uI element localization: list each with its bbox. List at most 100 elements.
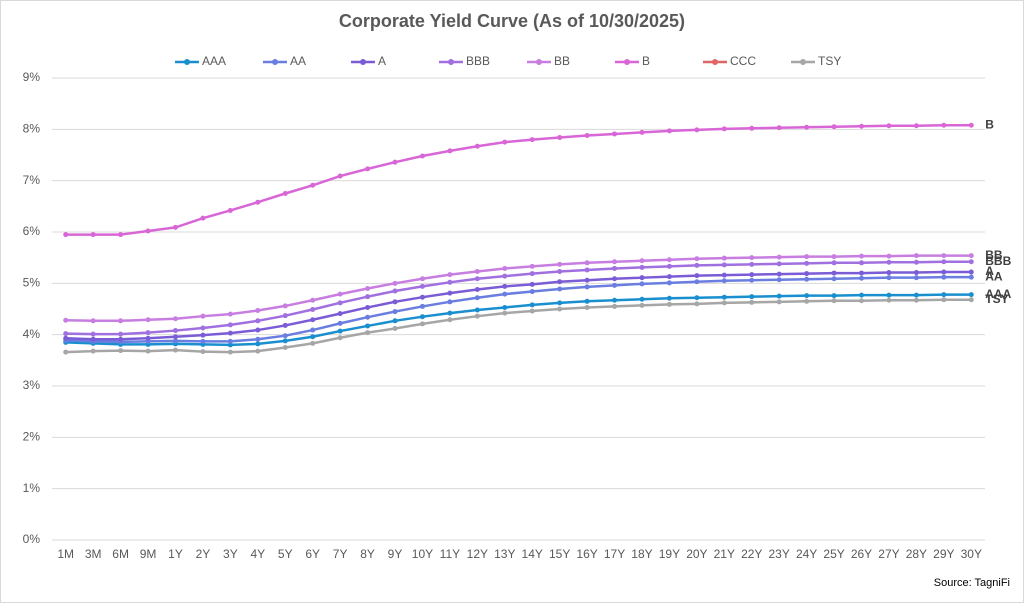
- point: [913, 123, 919, 129]
- point: [255, 341, 261, 347]
- point: [63, 232, 69, 238]
- x-tick-label: 4Y: [250, 547, 265, 561]
- legend-label: A: [378, 54, 386, 68]
- point: [90, 348, 96, 354]
- point: [612, 259, 618, 265]
- point: [831, 254, 837, 260]
- point: [804, 124, 810, 130]
- x-tick-label: 19Y: [659, 547, 680, 561]
- point: [392, 288, 398, 294]
- legend-marker: [360, 59, 366, 65]
- point: [474, 269, 480, 275]
- end-label: AAA: [985, 287, 1011, 301]
- point: [721, 272, 727, 278]
- point: [282, 338, 288, 344]
- x-tick-label: 22Y: [741, 547, 762, 561]
- point: [447, 310, 453, 316]
- x-tick-label: 2Y: [196, 547, 211, 561]
- point: [694, 295, 700, 301]
- point: [886, 297, 892, 303]
- point: [255, 318, 261, 324]
- point: [310, 334, 316, 340]
- point: [776, 125, 782, 131]
- x-tick-label: 11Y: [440, 547, 460, 561]
- point: [694, 273, 700, 279]
- x-tick-label: 17Y: [604, 547, 625, 561]
- x-tick-label: 5Y: [278, 547, 293, 561]
- point: [666, 128, 672, 134]
- point: [145, 330, 151, 336]
- x-tick-label: 10Y: [412, 547, 433, 561]
- y-tick-label: 7%: [23, 173, 41, 187]
- point: [502, 139, 508, 145]
- point: [282, 333, 288, 339]
- point: [365, 330, 371, 336]
- point: [63, 317, 69, 323]
- end-label: TSY: [985, 292, 1008, 306]
- point: [886, 292, 892, 298]
- point: [941, 269, 947, 275]
- point: [172, 328, 178, 334]
- point: [474, 295, 480, 301]
- point: [639, 264, 645, 270]
- point: [886, 259, 892, 265]
- point: [282, 191, 288, 196]
- point: [666, 301, 672, 307]
- x-tick-label: 6M: [112, 547, 129, 561]
- x-tick-label: 3Y: [223, 547, 238, 561]
- point: [859, 253, 865, 259]
- point: [968, 274, 974, 280]
- point: [749, 277, 755, 283]
- legend-label: BBB: [466, 54, 490, 68]
- y-tick-label: 8%: [23, 122, 41, 136]
- point: [529, 281, 535, 287]
- point: [337, 173, 343, 179]
- point: [612, 276, 618, 282]
- point: [831, 293, 837, 299]
- legend-label: B: [642, 54, 650, 68]
- point: [255, 327, 261, 333]
- point: [941, 253, 947, 259]
- x-tick-label: 30Y: [961, 547, 982, 561]
- x-tick-label: 16Y: [576, 547, 597, 561]
- legend-label: CCC: [730, 54, 756, 68]
- point: [447, 148, 453, 154]
- point: [227, 342, 233, 348]
- point: [749, 294, 755, 300]
- point: [831, 260, 837, 266]
- chart-title: Corporate Yield Curve (As of 10/30/2025): [339, 11, 685, 31]
- point: [392, 280, 398, 286]
- point: [145, 348, 151, 354]
- point: [694, 127, 700, 133]
- point: [721, 126, 727, 132]
- point: [200, 325, 206, 331]
- y-tick-label: 3%: [23, 378, 41, 392]
- point: [666, 257, 672, 263]
- point: [63, 335, 69, 341]
- point: [502, 310, 508, 316]
- point: [502, 291, 508, 297]
- point: [172, 334, 178, 340]
- point: [474, 307, 480, 313]
- point: [172, 338, 178, 344]
- point: [612, 131, 618, 137]
- point: [886, 270, 892, 276]
- point: [447, 290, 453, 296]
- point: [612, 303, 618, 309]
- point: [557, 300, 563, 306]
- point: [63, 349, 69, 355]
- legend-label: AAA: [202, 54, 226, 68]
- point: [776, 271, 782, 277]
- point: [337, 291, 343, 297]
- point: [639, 302, 645, 308]
- legend-marker: [184, 59, 190, 65]
- point: [749, 261, 755, 267]
- point: [227, 207, 233, 213]
- x-tick-label: 23Y: [769, 547, 790, 561]
- point: [419, 303, 425, 309]
- point: [776, 254, 782, 260]
- series-line: [65, 275, 972, 344]
- point: [612, 265, 618, 271]
- point: [90, 336, 96, 342]
- point: [118, 348, 124, 354]
